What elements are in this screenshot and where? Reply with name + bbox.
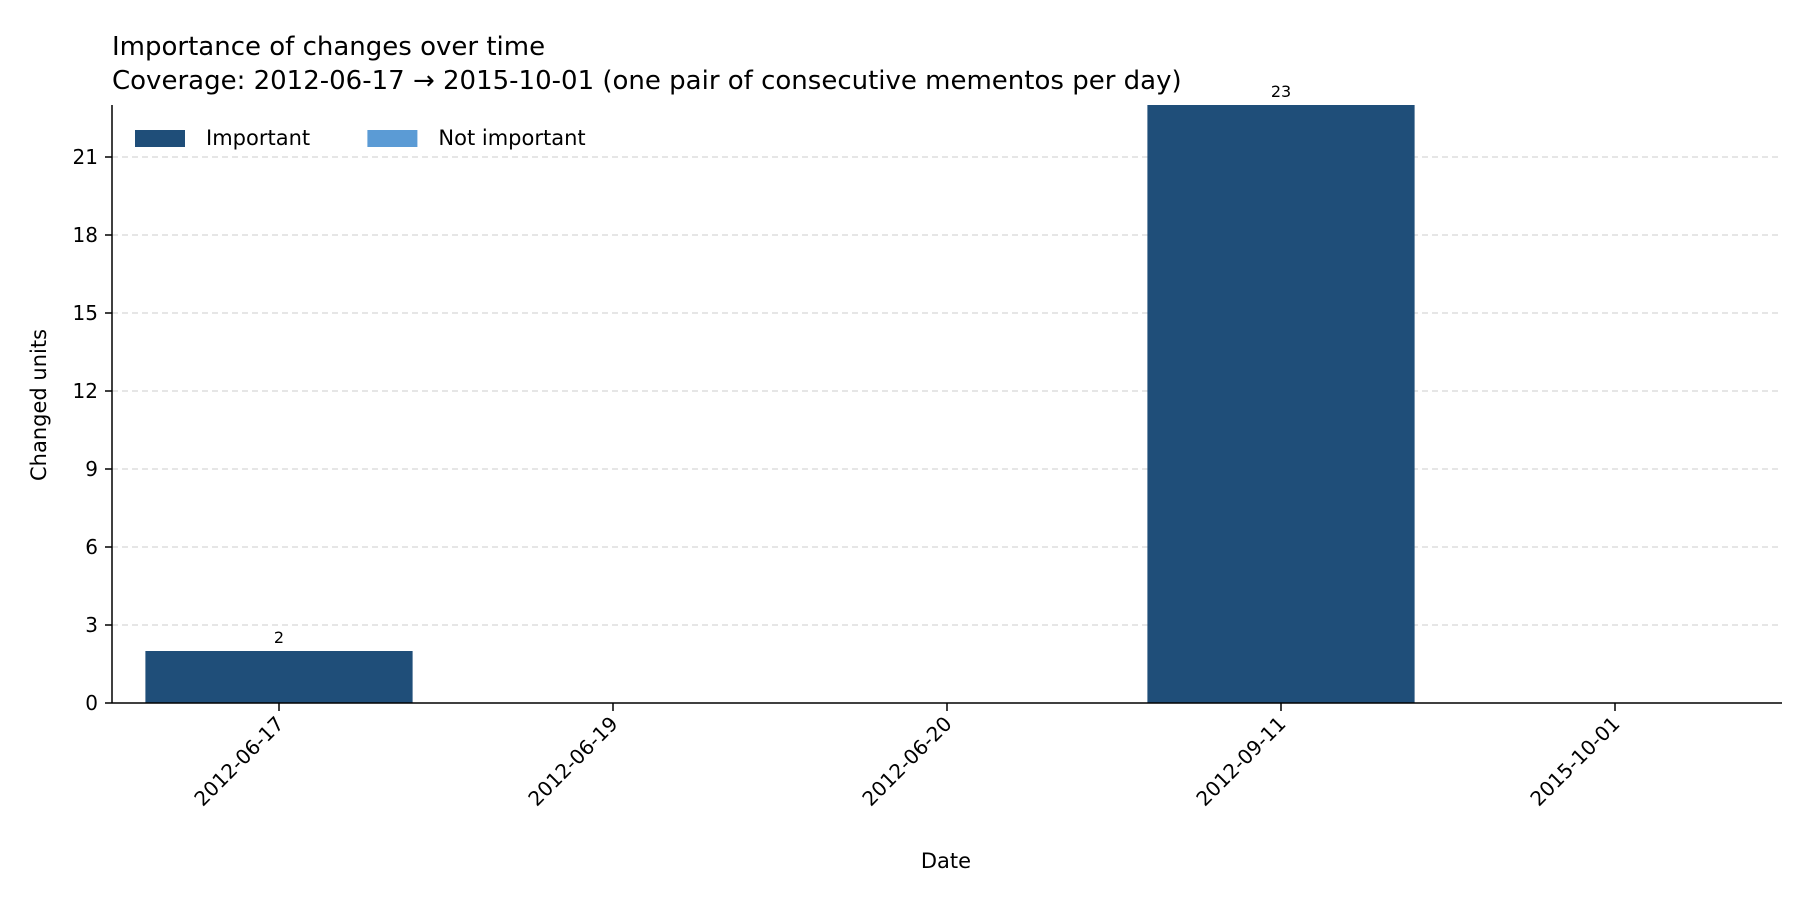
x-axis-label: Date [921,849,971,873]
y-tick-label: 3 [85,613,98,637]
x-tick-label: 2012-06-17 [189,712,288,811]
chart-title: Importance of changes over time [112,32,545,62]
legend-swatch [135,130,185,147]
bar-value-label: 23 [1271,82,1291,101]
y-tick-label: 21 [73,145,98,169]
legend-label: Not important [438,126,585,150]
x-tick-label: 2012-09-11 [1191,712,1290,811]
bar [145,651,413,703]
x-tick-label: 2012-06-20 [857,712,956,811]
y-axis-ticks: 0 3 6 9 12 15 18 21 [73,145,112,715]
y-tick-label: 6 [85,535,98,559]
bar [1147,105,1415,703]
chart-subtitle: Coverage: 2012-06-17 → 2015-10-01 (one p… [112,66,1182,96]
bar-value-label: 2 [274,628,284,647]
data-labels: 2 23 [274,82,1291,647]
y-tick-label: 9 [85,457,98,481]
axes [111,105,1782,704]
legend-label: Important [206,126,310,150]
bars [145,105,1415,703]
legend-swatch [367,130,418,147]
y-tick-label: 18 [73,223,98,247]
y-tick-label: 15 [73,301,98,325]
x-axis-ticks: 2012-06-17 2012-06-19 2012-06-20 2012-09-11… [189,703,1625,811]
y-axis-label: Changed units [27,329,51,481]
y-tick-label: 0 [85,691,98,715]
y-tick-label: 12 [73,379,98,403]
x-tick-label: 2012-06-19 [523,712,622,811]
grid-lines [112,156,1782,626]
legend: Important Not important [135,126,586,150]
x-tick-label: 2015-10-01 [1525,712,1624,811]
